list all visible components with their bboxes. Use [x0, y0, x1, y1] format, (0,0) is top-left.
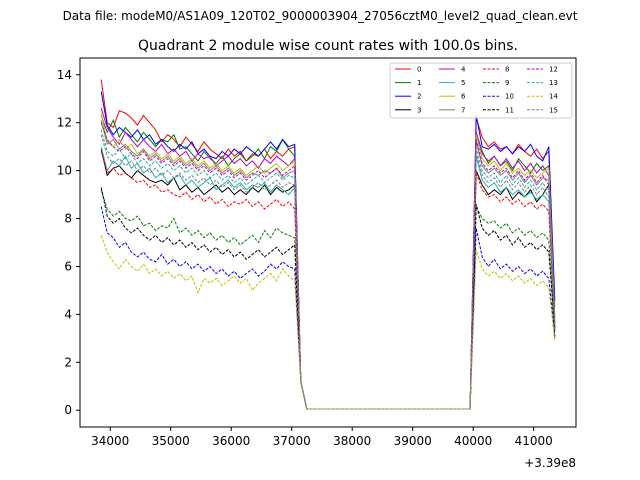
- y-tick-label: 6: [64, 259, 72, 273]
- legend-label-10: 10: [505, 93, 514, 101]
- legend-label-6: 6: [461, 93, 466, 101]
- legend-label-3: 3: [417, 106, 421, 114]
- plot-frame: [79, 57, 577, 428]
- legend-label-12: 12: [549, 66, 558, 74]
- legend-label-15: 15: [549, 106, 558, 114]
- series-line-8: [100, 151, 556, 410]
- series-layer: [100, 79, 556, 410]
- legend-box: [389, 62, 573, 119]
- legend-label-11: 11: [505, 106, 514, 114]
- legend-label-7: 7: [461, 106, 465, 114]
- x-tick-label: 40000: [454, 434, 492, 448]
- legend-label-4: 4: [461, 66, 466, 74]
- legend-label-8: 8: [505, 66, 509, 74]
- y-tick-label: 14: [57, 68, 72, 82]
- plot-area: [80, 58, 576, 427]
- legend-label-2: 2: [417, 93, 421, 101]
- legend-label-9: 9: [505, 79, 509, 87]
- chart-title: Quadrant 2 module wise count rates with …: [138, 38, 518, 54]
- legend-label-5: 5: [461, 79, 465, 87]
- legend-label-13: 13: [549, 79, 558, 87]
- x-tick-label: 34000: [91, 434, 129, 448]
- chart-suptitle: Data file: modeM0/AS1A09_120T02_90000039…: [63, 9, 578, 23]
- x-tick-label: 39000: [394, 434, 432, 448]
- x-tick-label: 41000: [515, 434, 553, 448]
- y-tick-label: 8: [64, 212, 72, 226]
- x-tick-label: 37000: [273, 434, 311, 448]
- legend-label-14: 14: [549, 93, 558, 101]
- x-tick-label: 36000: [212, 434, 250, 448]
- legend-label-1: 1: [417, 79, 421, 87]
- x-axis: 34000 35000 36000 37000 38000 39000 40000 41000: [91, 427, 553, 448]
- y-axis: 0 2 4 6 8 10 12 14: [57, 68, 80, 417]
- y-tick-label: 4: [64, 307, 72, 321]
- series-line-15: [100, 134, 556, 410]
- y-tick-label: 0: [64, 403, 72, 417]
- y-tick-label: 12: [57, 116, 72, 130]
- series-line-12: [100, 122, 556, 410]
- y-tick-label: 2: [64, 355, 72, 369]
- x-tick-label: 35000: [152, 434, 190, 448]
- x-axis-offset-label: +3.39e8: [524, 456, 576, 470]
- y-tick-label: 10: [57, 164, 72, 178]
- x-tick-label: 38000: [333, 434, 371, 448]
- legend-label-0: 0: [417, 66, 421, 74]
